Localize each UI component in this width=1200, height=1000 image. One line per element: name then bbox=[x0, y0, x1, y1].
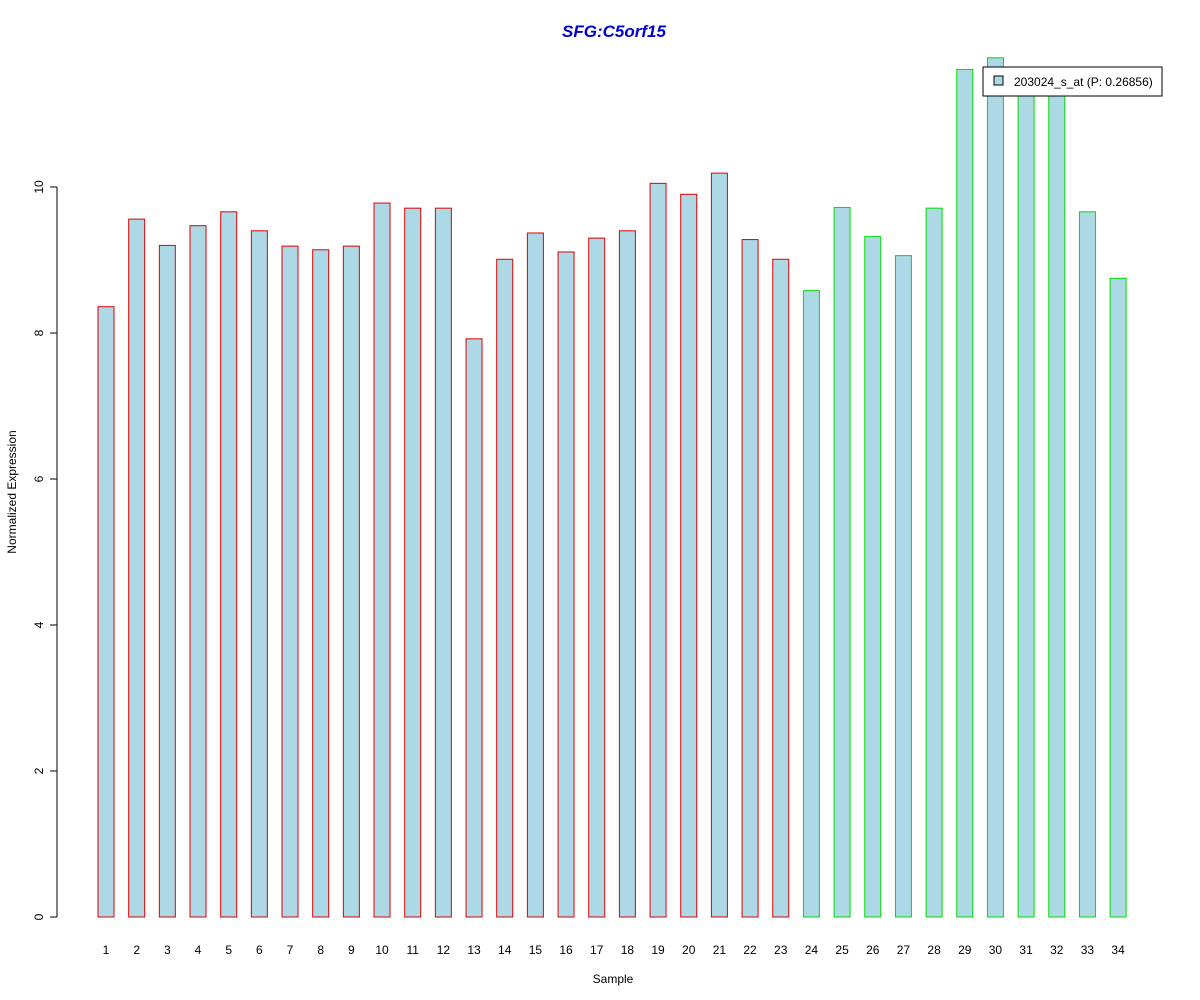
x-tick-label: 31 bbox=[1019, 943, 1033, 957]
x-tick-label: 28 bbox=[927, 943, 941, 957]
y-tick-label: 8 bbox=[32, 329, 46, 336]
x-axis-label: Sample bbox=[593, 972, 634, 986]
bar-sample-27 bbox=[894, 255, 912, 918]
x-tick-label: 17 bbox=[590, 943, 604, 957]
y-tick-label: 6 bbox=[32, 475, 46, 482]
chart-title: SFG:C5orf15 bbox=[562, 22, 666, 41]
x-tick-label: 5 bbox=[225, 943, 232, 957]
x-tick-label: 3 bbox=[164, 943, 171, 957]
bar-sample-12 bbox=[434, 207, 452, 918]
bar-sample-5 bbox=[220, 211, 238, 918]
legend: 203024_s_at (P: 0.26856) bbox=[982, 66, 1163, 97]
bar-sample-14 bbox=[496, 258, 514, 918]
bar-sample-8 bbox=[312, 249, 330, 918]
x-tick-label: 12 bbox=[437, 943, 451, 957]
bar-sample-13 bbox=[465, 338, 483, 918]
x-tick-label: 15 bbox=[529, 943, 543, 957]
x-tick-label: 26 bbox=[866, 943, 880, 957]
bar-sample-11 bbox=[404, 207, 422, 918]
x-tick-label: 1 bbox=[103, 943, 110, 957]
bar-sample-34 bbox=[1109, 277, 1127, 918]
bar-sample-18 bbox=[618, 230, 636, 918]
bar-sample-29 bbox=[956, 68, 974, 918]
bar-sample-10 bbox=[373, 202, 391, 918]
bar-sample-30 bbox=[986, 57, 1004, 918]
x-tick-label: 27 bbox=[897, 943, 911, 957]
x-tick-label: 9 bbox=[348, 943, 355, 957]
x-tick-label: 18 bbox=[621, 943, 635, 957]
bar-sample-2 bbox=[128, 218, 146, 918]
bar-sample-17 bbox=[588, 237, 606, 918]
bar-sample-22 bbox=[741, 239, 759, 918]
bar-sample-6 bbox=[250, 230, 268, 918]
bar-sample-1 bbox=[97, 306, 115, 918]
bar-sample-19 bbox=[649, 182, 667, 918]
bar-sample-32 bbox=[1048, 77, 1066, 918]
legend-swatch bbox=[993, 75, 1004, 86]
y-tick-label: 10 bbox=[32, 180, 46, 194]
legend-box bbox=[982, 66, 1163, 97]
x-tick-label: 7 bbox=[287, 943, 294, 957]
x-tick-label: 19 bbox=[651, 943, 665, 957]
x-tick-label: 13 bbox=[467, 943, 481, 957]
x-tick-labels: 1 2 3 4 5 6 7 8 9 10 11 12 13 14 15 16 17 18 19 20 21 22 23 24 2… bbox=[103, 943, 1125, 957]
x-tick-label: 2 bbox=[133, 943, 140, 957]
x-tick-label: 30 bbox=[989, 943, 1003, 957]
bar-sample-28 bbox=[925, 207, 943, 918]
y-axis: 0 2 4 6 8 10 bbox=[32, 180, 58, 920]
bar-sample-7 bbox=[281, 245, 299, 918]
y-tick-label: 2 bbox=[32, 767, 46, 774]
x-tick-label: 24 bbox=[805, 943, 819, 957]
bar-sample-33 bbox=[1078, 211, 1096, 918]
bar-sample-3 bbox=[158, 244, 176, 918]
x-tick-label: 10 bbox=[375, 943, 389, 957]
bar-sample-16 bbox=[557, 251, 575, 918]
bar-sample-31 bbox=[1017, 77, 1035, 918]
bars bbox=[97, 57, 1127, 918]
x-tick-label: 34 bbox=[1111, 943, 1125, 957]
x-tick-label: 22 bbox=[743, 943, 757, 957]
bar-sample-21 bbox=[710, 172, 728, 918]
bar-sample-26 bbox=[864, 236, 882, 918]
x-tick-label: 21 bbox=[713, 943, 727, 957]
x-tick-label: 33 bbox=[1081, 943, 1095, 957]
x-tick-label: 20 bbox=[682, 943, 696, 957]
bar-sample-24 bbox=[802, 290, 820, 918]
x-tick-label: 8 bbox=[317, 943, 324, 957]
y-tick-label: 4 bbox=[32, 621, 46, 628]
bar-sample-23 bbox=[772, 258, 790, 918]
bar-sample-20 bbox=[680, 193, 698, 918]
bar-sample-4 bbox=[189, 225, 207, 918]
y-axis-label: Normalized Expression bbox=[5, 430, 19, 553]
y-tick-label: 0 bbox=[32, 913, 46, 920]
x-tick-label: 29 bbox=[958, 943, 972, 957]
x-tick-label: 23 bbox=[774, 943, 788, 957]
legend-label: 203024_s_at (P: 0.26856) bbox=[1014, 75, 1153, 89]
x-tick-label: 32 bbox=[1050, 943, 1064, 957]
x-tick-label: 16 bbox=[559, 943, 573, 957]
x-tick-label: 6 bbox=[256, 943, 263, 957]
bar-sample-9 bbox=[342, 245, 360, 918]
bar-sample-15 bbox=[526, 232, 544, 918]
x-tick-label: 14 bbox=[498, 943, 512, 957]
bar-sample-25 bbox=[833, 206, 851, 918]
x-tick-label: 11 bbox=[406, 943, 419, 957]
x-tick-label: 25 bbox=[835, 943, 849, 957]
x-tick-label: 4 bbox=[195, 943, 202, 957]
